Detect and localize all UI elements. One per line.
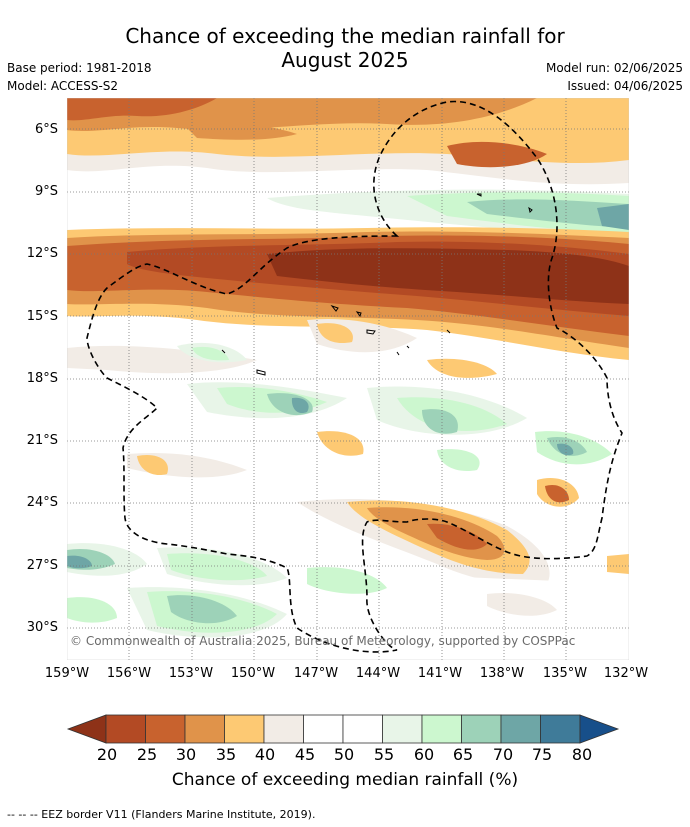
colorbar-tick-65: 65 — [452, 745, 474, 764]
lon-label-147w: 147°W — [293, 666, 339, 681]
lat-label-18s: 18°S — [26, 371, 58, 386]
model-text: Model: ACCESS-S2 — [7, 79, 119, 93]
lon-label-144w: 144°W — [355, 666, 401, 681]
colorbar-tick-70: 70 — [492, 745, 514, 764]
colorbar-tick-30: 30 — [175, 745, 197, 764]
colorbar-cell — [342, 714, 383, 744]
map-title-line1: Chance of exceeding the median rainfall … — [125, 24, 565, 48]
colorbar-cell — [382, 714, 423, 744]
southern-dry-band — [67, 227, 629, 360]
lon-label-132w: 132°W — [603, 666, 649, 681]
southeast-dry-patch — [297, 499, 629, 585]
model-run-text: Model run: 02/06/2025 — [545, 61, 683, 75]
map-title-line2: August 2025 — [281, 48, 409, 72]
colorbar-tick-35: 35 — [215, 745, 237, 764]
eez-footnote: -- -- -- EEZ border V11 (Flanders Marine… — [7, 808, 316, 821]
scattered-patches — [67, 318, 612, 507]
colorbar-extend-high — [579, 714, 620, 744]
colorbar-tick-80: 80 — [571, 745, 593, 764]
colorbar — [66, 714, 620, 744]
colorbar-tick-40: 40 — [254, 745, 276, 764]
lon-label-150w: 150°W — [230, 666, 276, 681]
lat-label-6s: 6°S — [34, 122, 58, 137]
eez-border — [86, 100, 623, 653]
colorbar-cell — [500, 714, 541, 744]
colorbar-tick-45: 45 — [294, 745, 316, 764]
colorbar-cell — [461, 714, 502, 744]
map-title: Chance of exceeding the median rainfall … — [0, 24, 690, 72]
colorbar-tick-55: 55 — [373, 745, 395, 764]
colorbar-cell — [303, 714, 344, 744]
lon-label-141w: 141°W — [417, 666, 463, 681]
green-band-9s — [267, 189, 629, 238]
lon-label-153w: 153°W — [168, 666, 214, 681]
graticule — [67, 98, 629, 660]
rainfall-map: © Commonwealth of Australia 2025, Bureau… — [67, 98, 629, 660]
colorbar-tick-25: 25 — [136, 745, 158, 764]
meta-right: Model run: 02/06/2025 Issued: 04/06/2025 — [546, 59, 683, 95]
copyright-text: © Commonwealth of Australia 2025, Bureau… — [70, 634, 575, 648]
lat-label-15s: 15°S — [26, 309, 58, 324]
lon-label-135w: 135°W — [542, 666, 588, 681]
lat-label-30s: 30°S — [26, 620, 58, 635]
lat-label-12s: 12°S — [26, 246, 58, 261]
colorbar-title: Chance of exceeding median rainfall (%) — [171, 770, 519, 790]
colorbar-cell — [224, 714, 265, 744]
colorbar-cell — [145, 714, 186, 744]
islands — [221, 193, 533, 376]
colorbar-cell — [263, 714, 304, 744]
colorbar-tick-50: 50 — [333, 745, 355, 764]
meta-left: Base period: 1981-2018 Model: ACCESS-S2 — [7, 59, 152, 95]
lon-label-156w: 156°W — [106, 666, 152, 681]
colorbar-cell — [105, 714, 146, 744]
colorbar-cell — [184, 714, 225, 744]
southwest-green-patches — [67, 538, 629, 660]
base-period-text: Base period: 1981-2018 — [7, 61, 152, 75]
colorbar-tick-20: 20 — [96, 745, 118, 764]
colorbar-cells — [66, 714, 620, 744]
lat-label-21s: 21°S — [26, 433, 58, 448]
colorbar-cell — [421, 714, 462, 744]
lat-label-9s: 9°S — [34, 184, 58, 199]
lon-label-159w: 159°W — [44, 666, 90, 681]
colorbar-tick-75: 75 — [531, 745, 553, 764]
lat-label-24s: 24°S — [26, 495, 58, 510]
northern-dry-band — [67, 98, 629, 185]
issued-text: Issued: 04/06/2025 — [567, 79, 683, 93]
colorbar-tick-60: 60 — [413, 745, 435, 764]
lon-label-138w: 138°W — [479, 666, 525, 681]
colorbar-cell — [540, 714, 581, 744]
colorbar-extend-low — [66, 714, 107, 744]
lat-label-27s: 27°S — [26, 558, 58, 573]
